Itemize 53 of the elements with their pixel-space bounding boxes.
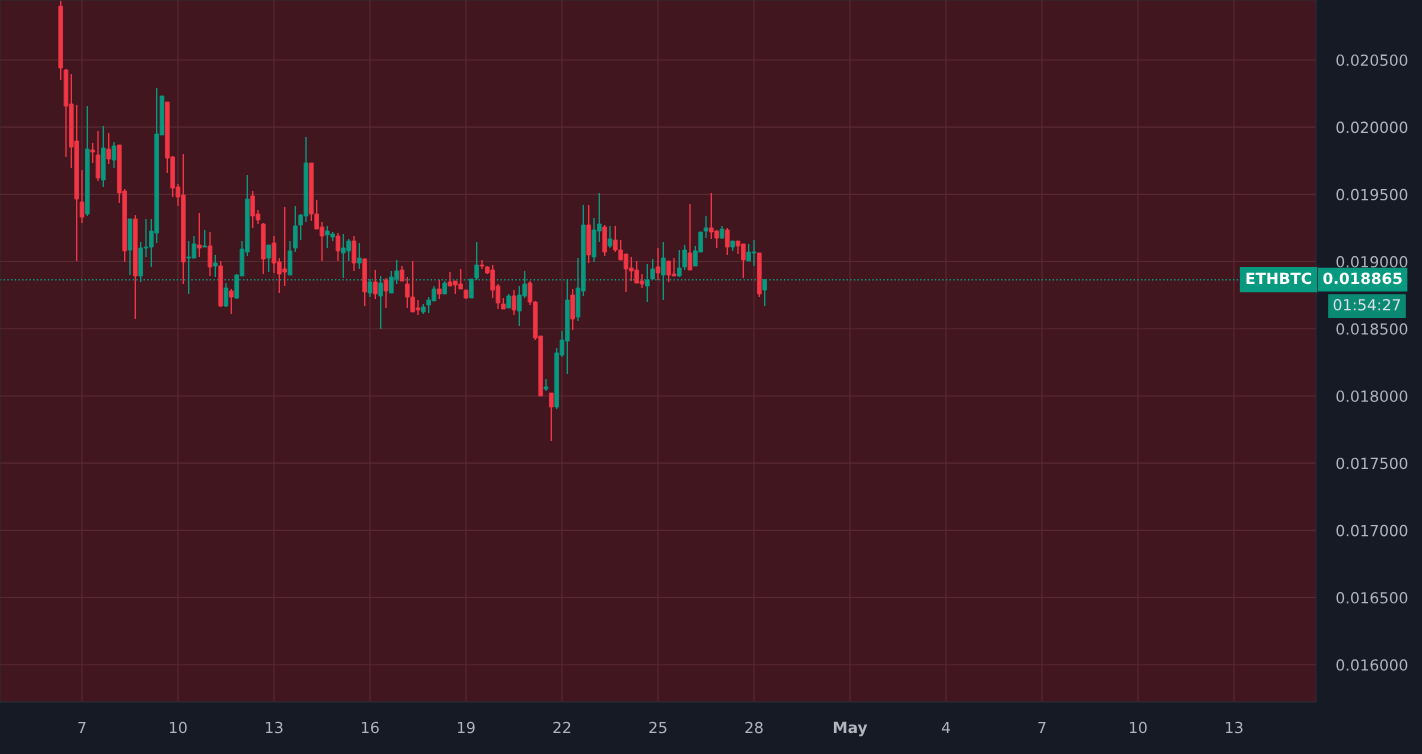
candlestick	[511, 289, 517, 316]
y-tick-label: 0.020000	[1336, 121, 1408, 134]
y-tick-label: 0.016000	[1336, 659, 1408, 671]
y-tick-label: 0.018000	[1336, 390, 1408, 402]
candlestick	[335, 232, 341, 262]
annotation: ETHBTC	[1246, 272, 1312, 285]
x-tick-label: 7	[78, 721, 86, 734]
y-tick-label: 0.020500	[1336, 54, 1408, 66]
x-tick-label: 13	[265, 721, 283, 734]
candlestick	[229, 288, 234, 315]
ref-line-label: 0.018865	[1323, 272, 1402, 285]
candlestick	[661, 241, 666, 301]
candlestick	[351, 235, 357, 272]
x-tick-label: 22	[553, 721, 571, 734]
candlestick	[95, 130, 101, 182]
candlestick	[725, 227, 730, 256]
candlestick	[762, 278, 767, 307]
x-tick-label: May	[833, 721, 868, 737]
candlestick	[357, 242, 362, 270]
y-tick-label: 0.017500	[1336, 457, 1408, 470]
candlestick	[266, 244, 271, 273]
text: 01:54:27	[1333, 298, 1400, 311]
candlestick	[207, 231, 213, 277]
y-tick-label: 0.017000	[1336, 524, 1408, 537]
candlestick	[383, 277, 389, 309]
x-tick-label: 28	[745, 721, 763, 734]
candlestick	[570, 288, 575, 331]
x-tick-label: 19	[457, 721, 475, 734]
x-tick-label: 16	[361, 721, 379, 734]
y-tick-label: 0.018500	[1336, 323, 1408, 335]
candlestick	[106, 132, 111, 165]
y-tick-label: 0.019000	[1336, 256, 1408, 268]
candlestick	[549, 392, 554, 442]
x-tick-label: 10	[169, 721, 187, 734]
candlestick	[437, 279, 442, 300]
candlestick	[213, 254, 218, 278]
x-tick-label: 7	[1038, 721, 1046, 734]
candlestick	[223, 282, 229, 308]
x-tick-label: 10	[1129, 721, 1147, 734]
candlestick	[655, 247, 661, 281]
candlestick	[373, 269, 378, 300]
y-tick-label: 0.016500	[1336, 592, 1408, 604]
candlestick	[687, 203, 693, 271]
candlestick	[543, 378, 549, 392]
candlestick	[90, 142, 95, 164]
x-tick-label: 25	[649, 721, 667, 734]
candlestick	[607, 225, 613, 249]
y-tick-label: 0.019500	[1336, 188, 1408, 201]
candlestick	[197, 212, 202, 258]
x-tick-label: 13	[1225, 721, 1243, 734]
x-tick-label: 4	[941, 721, 950, 734]
candlestick	[79, 169, 85, 224]
candlestick	[111, 141, 117, 169]
